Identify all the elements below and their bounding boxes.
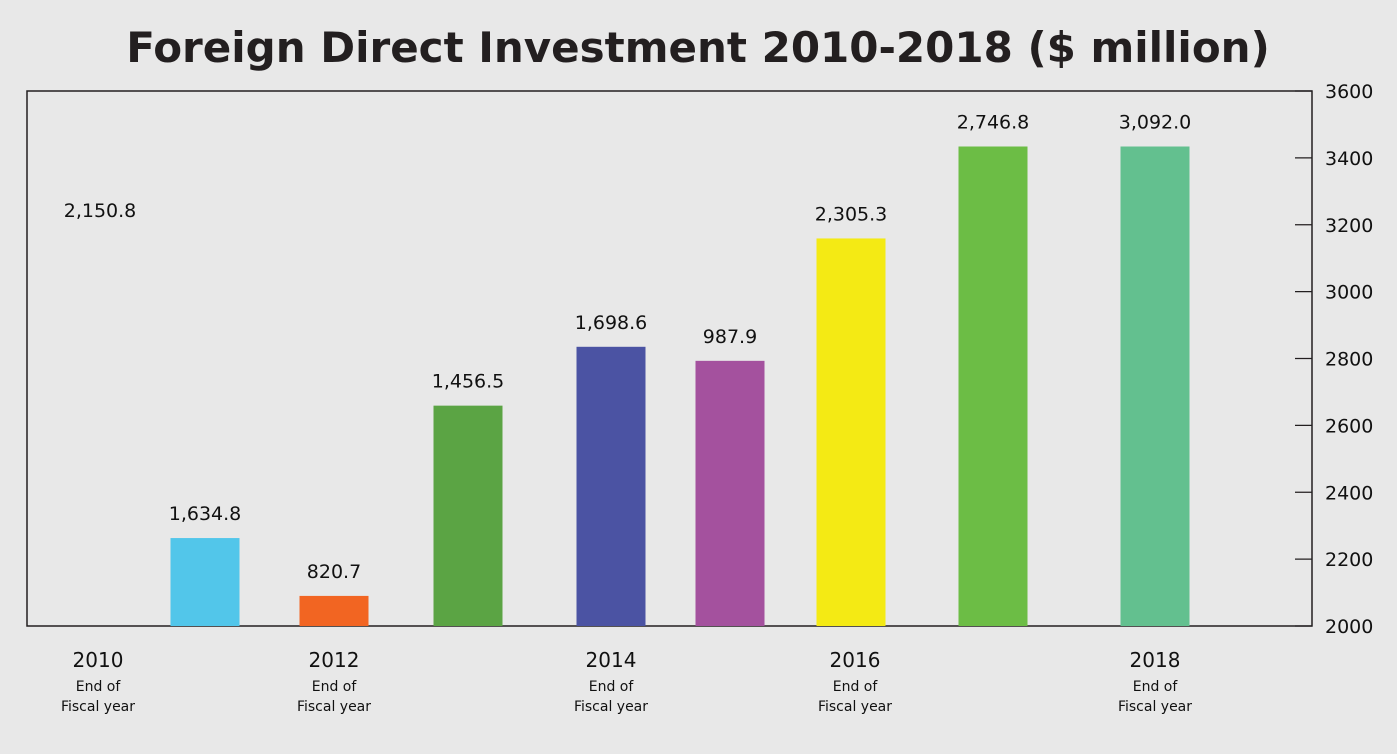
x-year-label: 2016 <box>830 648 881 672</box>
chart-title: Foreign Direct Investment 2010-2018 ($ m… <box>126 23 1270 72</box>
y-tick-label: 2200 <box>1325 549 1373 571</box>
y-tick-label: 3000 <box>1325 282 1373 304</box>
y-tick-label: 2800 <box>1325 349 1373 371</box>
bar <box>299 595 369 626</box>
x-year-label: 2014 <box>586 648 637 672</box>
bar <box>958 146 1028 626</box>
bar <box>170 538 240 626</box>
bar <box>433 405 503 626</box>
x-sub-label: End of <box>1133 679 1179 695</box>
x-year-label: 2012 <box>309 648 360 672</box>
x-sub-label: Fiscal year <box>574 699 648 715</box>
bar-value-label: 2,305.3 <box>815 203 888 225</box>
bar-value-label: 1,456.5 <box>432 371 505 393</box>
x-year-label: 2010 <box>73 648 124 672</box>
bar <box>695 360 765 626</box>
bar-value-label: 1,698.6 <box>575 312 648 334</box>
bar <box>576 346 646 626</box>
x-sub-label: Fiscal year <box>1118 699 1192 715</box>
x-sub-label: Fiscal year <box>297 699 371 715</box>
bar-value-label: 2,746.8 <box>957 112 1030 134</box>
y-tick-label: 3400 <box>1325 148 1373 170</box>
x-sub-label: End of <box>833 679 879 695</box>
x-sub-label: End of <box>76 679 122 695</box>
x-sub-label: Fiscal year <box>61 699 135 715</box>
bar-value-label: 987.9 <box>703 326 757 348</box>
x-sub-label: End of <box>312 679 358 695</box>
bar-value-label: 3,092.0 <box>1119 112 1192 134</box>
y-tick-label: 3200 <box>1325 215 1373 237</box>
bar-value-label: 2,150.8 <box>64 200 137 222</box>
y-tick-label: 3600 <box>1325 81 1373 103</box>
y-tick-label: 2600 <box>1325 415 1373 437</box>
y-tick-label: 2400 <box>1325 482 1373 504</box>
bar-value-label: 820.7 <box>307 561 361 583</box>
x-sub-label: End of <box>589 679 635 695</box>
x-sub-label: Fiscal year <box>818 699 892 715</box>
bar <box>816 238 886 626</box>
bar-value-label: 1,634.8 <box>169 503 242 525</box>
bar <box>1120 146 1190 626</box>
x-year-label: 2018 <box>1130 648 1181 672</box>
y-tick-label: 2000 <box>1325 616 1373 638</box>
